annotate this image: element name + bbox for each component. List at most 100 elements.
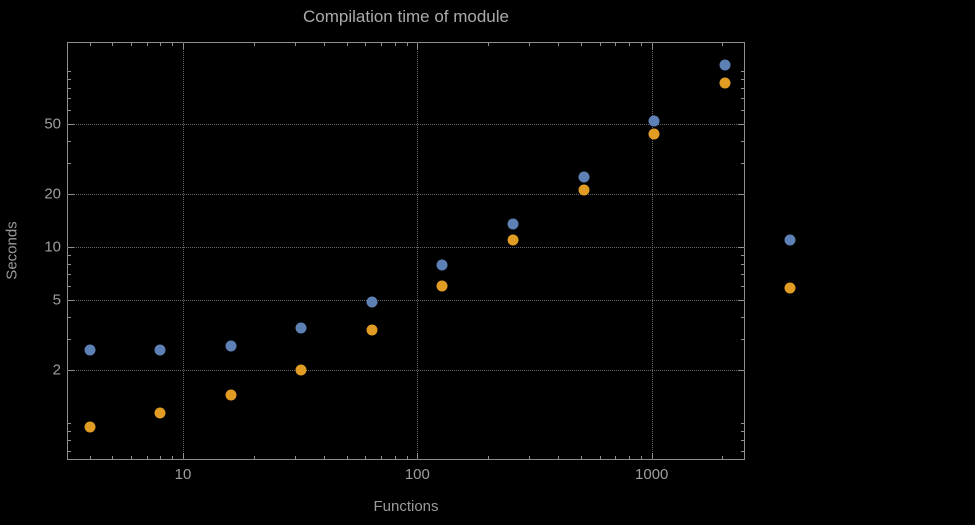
tick-mark	[741, 274, 744, 276]
tick-mark	[172, 456, 174, 459]
x-gridline	[182, 42, 184, 460]
tick-mark	[406, 456, 408, 459]
x-gridline	[651, 42, 653, 460]
y-gridline	[67, 247, 745, 249]
legend-marker-blue	[784, 234, 796, 246]
tick-mark	[529, 456, 531, 459]
x-tick-label: 100	[404, 466, 430, 483]
tick-mark	[68, 247, 74, 249]
tick-mark	[741, 110, 744, 112]
y-gridline	[67, 300, 745, 302]
tick-mark	[68, 264, 71, 266]
tick-mark	[738, 370, 744, 372]
data-point-blue	[366, 296, 378, 308]
tick-mark	[68, 255, 71, 257]
tick-mark	[68, 431, 71, 433]
tick-mark	[130, 43, 132, 46]
tick-mark	[558, 456, 560, 459]
data-point-blue	[154, 344, 166, 356]
tick-mark	[68, 339, 71, 341]
tick-mark	[89, 43, 91, 46]
tick-mark	[365, 43, 367, 46]
y-tick-label: 20	[44, 185, 61, 203]
tick-mark	[68, 194, 74, 196]
tick-mark	[68, 440, 71, 442]
chart-title: Compilation time of module	[303, 7, 509, 26]
tick-mark	[581, 456, 583, 459]
tick-mark	[738, 124, 744, 125]
plot-area	[67, 42, 745, 460]
data-point-blue	[719, 59, 731, 71]
tick-mark	[741, 423, 744, 425]
tick-mark	[346, 43, 348, 46]
tick-mark	[68, 124, 74, 125]
tick-mark	[741, 141, 744, 143]
tick-mark	[324, 456, 326, 459]
tick-mark	[68, 423, 71, 425]
tick-mark	[160, 43, 162, 46]
tick-mark	[160, 456, 162, 459]
y-tick-label: 10	[44, 238, 61, 256]
legend-marker-orange	[784, 282, 796, 294]
tick-mark	[146, 43, 148, 46]
tick-mark	[112, 456, 114, 459]
y-tick-label: 5	[52, 291, 61, 309]
tick-mark	[68, 110, 71, 112]
data-point-orange	[719, 77, 731, 89]
data-point-blue	[507, 218, 519, 230]
tick-mark	[529, 43, 531, 46]
tick-mark	[346, 456, 348, 459]
tick-mark	[738, 300, 744, 302]
tick-mark	[615, 43, 617, 46]
data-point-blue	[84, 344, 96, 356]
tick-mark	[487, 456, 489, 459]
tick-mark	[738, 247, 744, 249]
tick-mark	[182, 43, 184, 49]
tick-mark	[599, 456, 601, 459]
tick-mark	[722, 456, 724, 459]
tick-mark	[381, 456, 383, 459]
x-axis-label: Functions	[373, 498, 439, 515]
tick-mark	[294, 456, 296, 459]
tick-mark	[651, 453, 653, 459]
tick-mark	[68, 300, 74, 302]
data-point-orange	[507, 234, 519, 246]
tick-mark	[68, 98, 71, 100]
data-point-orange	[578, 184, 590, 196]
tick-mark	[738, 194, 744, 196]
tick-mark	[741, 98, 744, 100]
tick-mark	[112, 43, 114, 46]
data-point-orange	[436, 280, 448, 292]
tick-mark	[741, 317, 744, 319]
tick-mark	[130, 456, 132, 459]
data-point-blue	[295, 322, 307, 334]
y-gridline	[67, 124, 745, 125]
tick-mark	[741, 264, 744, 266]
tick-mark	[641, 456, 642, 459]
tick-mark	[581, 43, 583, 46]
tick-mark	[615, 456, 617, 459]
data-point-orange	[648, 128, 660, 140]
data-point-blue	[225, 340, 237, 352]
tick-mark	[487, 43, 489, 46]
data-point-blue	[436, 259, 448, 271]
tick-mark	[381, 43, 383, 46]
data-point-orange	[295, 364, 307, 376]
tick-mark	[599, 43, 601, 46]
tick-mark	[722, 43, 724, 46]
tick-mark	[68, 317, 71, 319]
tick-mark	[741, 286, 744, 288]
tick-mark	[172, 43, 174, 46]
tick-mark	[68, 450, 71, 452]
tick-mark	[641, 43, 642, 46]
tick-mark	[651, 43, 653, 49]
y-gridline	[67, 194, 745, 196]
tick-mark	[182, 453, 184, 459]
tick-mark	[741, 79, 744, 81]
x-tick-label: 1000	[635, 466, 669, 483]
tick-mark	[394, 456, 396, 459]
tick-mark	[68, 163, 71, 165]
tick-mark	[741, 440, 744, 442]
y-gridline	[67, 370, 745, 372]
